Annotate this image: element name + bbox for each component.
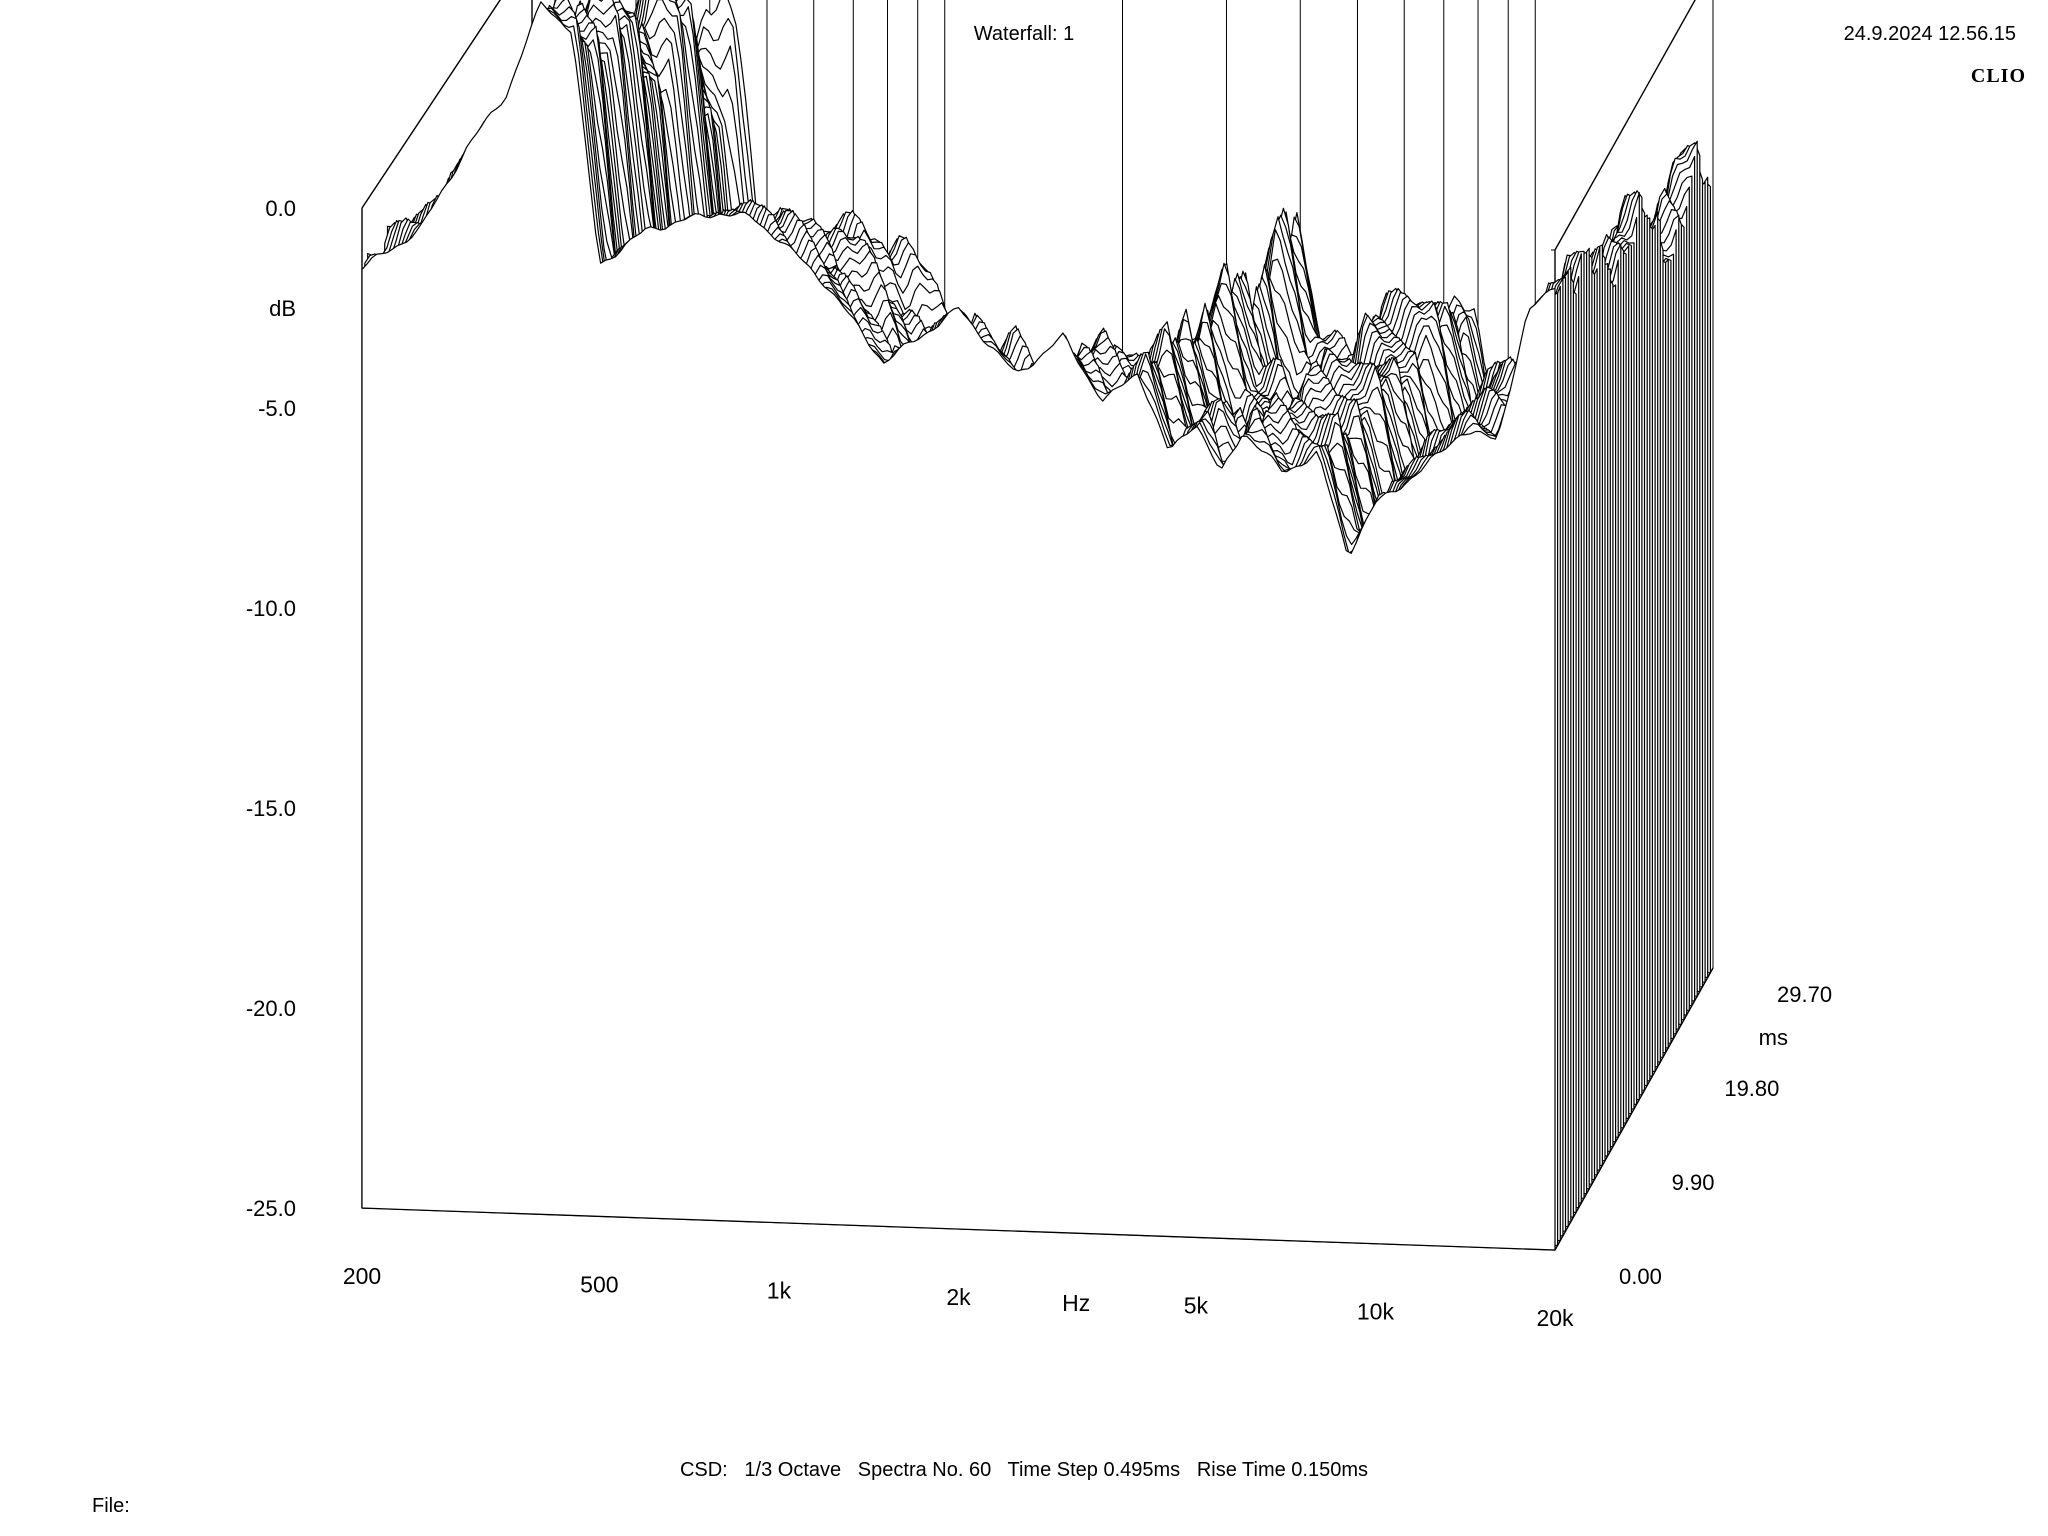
measurement-info: CSD: 1/3 Octave Spectra No. 60 Time Step… [679,1459,1369,1481]
timestamp: 24.9.2024 12.56.15 [1843,23,2016,45]
wall-grid-0 [361,0,501,209]
x-tick-label-1: 500 [580,1271,618,1297]
z-tick-label-2: 19.80 [1724,1076,1779,1101]
frame-edge-5 [1554,0,1696,251]
spectra-traces [361,0,1711,1251]
y-tick-label-4: -20.0 [246,996,296,1021]
x-axis-label: Hz [1062,1290,1090,1316]
x-tick-label-2: 1k [767,1278,792,1304]
y-tick-label-3: -15.0 [246,796,296,821]
x-tick-label-3: 2k [946,1284,971,1310]
y-tick-label-5: -25.0 [246,1196,296,1221]
z-tick-label-0: 0.00 [1619,1264,1662,1289]
chart-title: Waterfall: 1 [973,23,1075,45]
x-tick-label-0: 200 [343,1263,381,1289]
z-axis-label: ms [1759,1025,1788,1050]
y-tick-label-0: 0.0 [265,196,296,221]
y-tick-label-1: -5.0 [258,396,296,421]
z-tick-label-1: 9.90 [1672,1170,1715,1195]
axis-labels: 0.0 -5.0 -10.0 -15.0 -20.0 -25.0 dB 200 500 1k 2k 5… [246,196,1832,1331]
x-tick-label-4: 5k [1184,1292,1209,1318]
z-tick-label-3: 29.70 [1777,982,1832,1007]
spectrum-trace-0 [361,1,1556,1251]
brand-logo: CLIO [1970,65,2026,87]
y-axis-label: dB [269,296,296,321]
x-tick-label-6: 20k [1536,1305,1574,1331]
file-label: File: [92,1495,130,1517]
y-tick-label-2: -10.0 [246,596,296,621]
x-tick-label-5: 10k [1357,1299,1395,1325]
